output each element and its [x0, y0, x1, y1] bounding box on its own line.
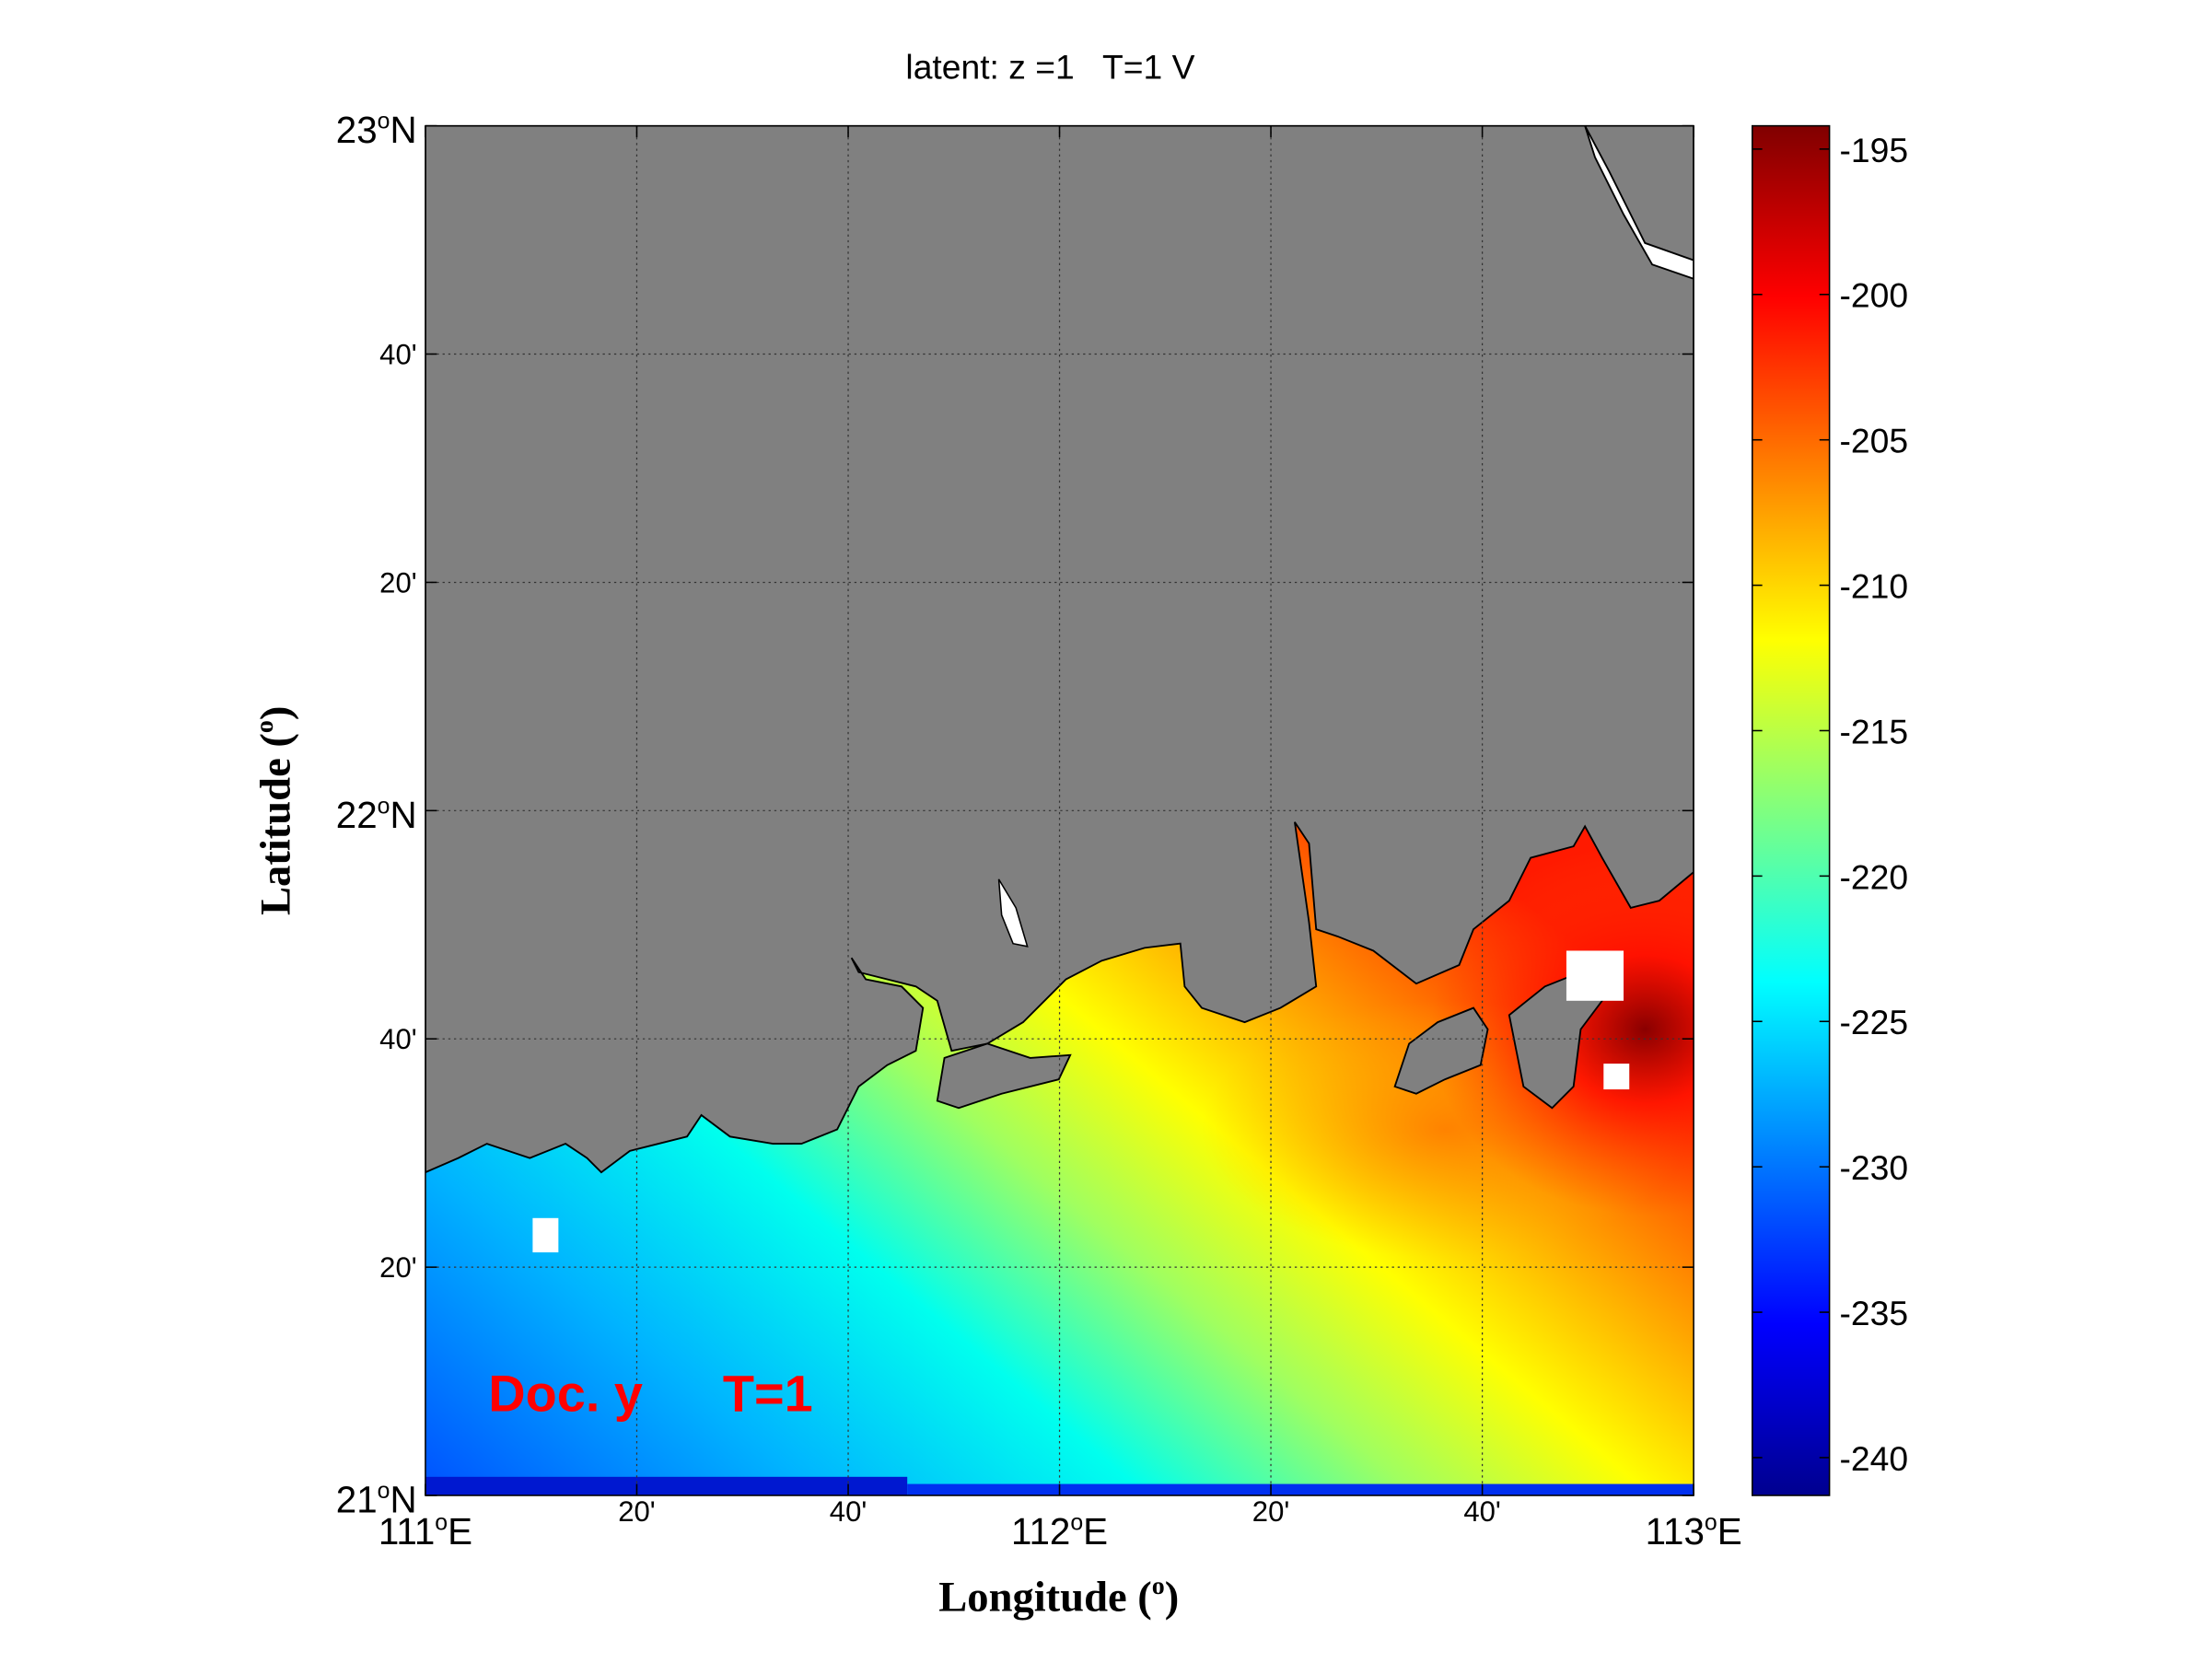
- colorbar-tick-label: -215: [1839, 712, 1908, 750]
- annotation-doc-y: Doc. y: [488, 1364, 643, 1422]
- y-tick-label: 20': [379, 566, 416, 599]
- river: [1584, 125, 1694, 280]
- colorbar-tick-label: -220: [1839, 857, 1908, 896]
- x-tick-label: 20': [618, 1495, 655, 1528]
- y-tick-label: 20': [379, 1251, 416, 1284]
- x-tick-label: 40': [1463, 1495, 1500, 1528]
- colorbar-tick-label: -225: [1839, 1003, 1908, 1041]
- annotation-t: T=1: [723, 1364, 813, 1422]
- x-tick-label: 113oE: [1646, 1510, 1742, 1553]
- colorbar-tick-label: -205: [1839, 422, 1908, 460]
- land-mask: [425, 125, 1694, 1174]
- masked-cell: [1603, 1064, 1630, 1090]
- island: [936, 1042, 1072, 1110]
- y-tick-label: 40': [379, 1023, 416, 1055]
- colorbar-tick-label: -195: [1839, 131, 1908, 169]
- y-tick-label: 40': [379, 338, 416, 370]
- chart-title: latent: z =1 T=1 V: [905, 47, 1194, 86]
- colorbar: [1751, 124, 1831, 1496]
- plot-area: Doc. y T=1: [425, 125, 1694, 1496]
- x-tick-label: 20': [1252, 1495, 1289, 1528]
- colorbar-tick-label: -240: [1839, 1439, 1908, 1478]
- colorbar-tick-label: -230: [1839, 1148, 1908, 1187]
- x-tick-label: 40': [830, 1495, 867, 1528]
- island: [1393, 1006, 1489, 1095]
- y-tick-label: 21oN: [336, 1479, 417, 1521]
- bottom-boundary-strip: [425, 1476, 908, 1496]
- colorbar-tick-label: -200: [1839, 276, 1908, 315]
- colorbar-tick-label: -235: [1839, 1294, 1908, 1332]
- colorbar-ticks: -195 -200 -205 -210 -215 -220 -225 -230 -235 -240: [1752, 131, 1908, 1478]
- y-axis-label: Latitude (o): [250, 706, 300, 915]
- x-tick-label: 112oE: [1011, 1510, 1108, 1553]
- y-tick-label: 22oN: [336, 794, 417, 836]
- colorbar-tick-label: -210: [1839, 567, 1908, 606]
- x-tick-label: 111oE: [378, 1510, 472, 1553]
- bottom-boundary-strip: [907, 1483, 1694, 1496]
- y-tick-label: 23oN: [336, 109, 417, 151]
- masked-cell: [1566, 950, 1624, 1001]
- masked-cell: [532, 1217, 559, 1253]
- axes: 111oE 20' 40' 112oE 20' 40' 113oE 21oN 20' 40' 22o…: [336, 109, 1742, 1553]
- river: [997, 878, 1029, 948]
- x-axis-label: Longitude (o): [938, 1572, 1179, 1622]
